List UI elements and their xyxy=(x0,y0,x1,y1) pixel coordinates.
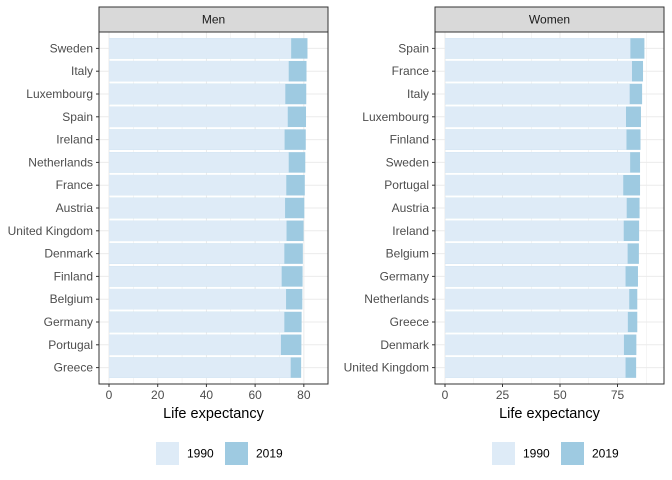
legend-label-2019: 2019 xyxy=(592,447,619,461)
y-tick-label: Finland xyxy=(54,269,93,283)
bar-1990-italy xyxy=(445,83,630,105)
bar-1990-ireland xyxy=(445,220,624,242)
y-tick-label: Greece xyxy=(390,315,430,329)
y-tick-label: Sweden xyxy=(386,155,429,169)
bar-1990-greece xyxy=(445,311,628,333)
bar-1990-sweden xyxy=(109,38,292,59)
y-tick-label: Germany xyxy=(44,315,93,329)
bar-1990-germany xyxy=(109,311,285,333)
bar-1990-netherlands xyxy=(445,288,630,310)
legend-label-1990: 1990 xyxy=(187,447,214,461)
bar-1990-luxembourg xyxy=(109,83,286,105)
x-tick-label: 20 xyxy=(151,388,165,402)
x-tick-label: 25 xyxy=(496,388,510,402)
y-tick-label: Sweden xyxy=(50,41,93,55)
panel-strip xyxy=(98,6,329,33)
bar-1990-united-kingdom xyxy=(445,357,626,378)
bar-1990-france xyxy=(109,174,287,196)
y-tick-label: Italy xyxy=(407,87,429,101)
bar-1990-portugal xyxy=(445,174,624,196)
legend: 1990 2019 xyxy=(156,442,283,465)
y-tick-label: Luxembourg xyxy=(362,110,429,124)
bar-1990-netherlands xyxy=(109,152,289,173)
y-tick-label: Spain xyxy=(398,41,429,55)
bar-1990-finland xyxy=(445,129,627,150)
bar-1990-austria xyxy=(109,197,286,219)
bar-1990-luxembourg xyxy=(445,106,627,128)
y-tick-label: Belgium xyxy=(50,292,93,306)
y-tick-label: Denmark xyxy=(380,338,430,352)
panel-strip xyxy=(434,6,665,33)
x-tick-label: 75 xyxy=(611,388,625,402)
panel-title: Women xyxy=(529,13,570,27)
x-axis-title: Life expectancy xyxy=(163,406,265,422)
legend-key-2019 xyxy=(225,442,248,465)
y-tick-label: Ireland xyxy=(56,133,93,147)
bar-1990-italy xyxy=(109,60,289,82)
legend-key-2019 xyxy=(561,442,584,465)
y-tick-label: United Kingdom xyxy=(8,224,93,238)
x-tick-label: 60 xyxy=(248,388,262,402)
panel-title: Men xyxy=(202,13,225,27)
x-tick-label: 40 xyxy=(200,388,214,402)
y-tick-label: Spain xyxy=(62,110,93,124)
y-tick-label: Portugal xyxy=(384,178,429,192)
panel-1: Women Spain France Italy Luxembourg Finland Sw… xyxy=(344,6,665,465)
y-tick-label: France xyxy=(56,178,94,192)
y-tick-label: Luxembourg xyxy=(26,87,93,101)
y-tick-label: Austria xyxy=(56,201,94,215)
bar-1990-denmark xyxy=(109,243,285,264)
bar-1990-united-kingdom xyxy=(109,220,287,242)
y-tick-label: United Kingdom xyxy=(344,361,429,375)
x-tick-label: 50 xyxy=(553,388,567,402)
bar-1990-denmark xyxy=(445,334,624,356)
y-tick-label: Austria xyxy=(392,201,430,215)
bar-1990-portugal xyxy=(109,334,281,356)
legend-label-1990: 1990 xyxy=(523,447,550,461)
bar-1990-ireland xyxy=(109,129,285,150)
y-tick-label: Greece xyxy=(54,361,94,375)
y-tick-label: France xyxy=(392,64,430,78)
legend-key-1990 xyxy=(492,442,515,465)
y-tick-label: Denmark xyxy=(44,247,94,261)
bar-1990-spain xyxy=(445,38,631,59)
bar-1990-austria xyxy=(445,197,627,219)
y-tick-label: Portugal xyxy=(48,338,93,352)
y-tick-label: Finland xyxy=(390,133,429,147)
y-tick-label: Italy xyxy=(71,64,93,78)
y-tick-label: Netherlands xyxy=(28,155,93,169)
bar-1990-sweden xyxy=(445,152,631,173)
x-tick-label: 80 xyxy=(297,388,311,402)
bar-1990-france xyxy=(445,60,632,82)
bar-1990-germany xyxy=(445,266,626,287)
bar-1990-greece xyxy=(109,357,291,378)
x-tick-label: 0 xyxy=(442,388,449,402)
bar-1990-belgium xyxy=(109,288,287,310)
y-tick-label: Belgium xyxy=(386,247,429,261)
panel-0: Men Sweden Italy Luxembourg Spain Ireland Neth… xyxy=(8,6,329,465)
legend: 1990 2019 xyxy=(492,442,619,465)
bar-1990-belgium xyxy=(445,243,628,264)
legend-key-1990 xyxy=(156,442,179,465)
y-tick-label: Ireland xyxy=(392,224,429,238)
legend-label-2019: 2019 xyxy=(256,447,283,461)
x-axis-title: Life expectancy xyxy=(499,406,601,422)
bar-1990-finland xyxy=(109,266,282,287)
y-tick-label: Germany xyxy=(380,269,429,283)
bar-1990-spain xyxy=(109,106,288,128)
y-tick-label: Netherlands xyxy=(364,292,429,306)
x-tick-label: 0 xyxy=(106,388,113,402)
